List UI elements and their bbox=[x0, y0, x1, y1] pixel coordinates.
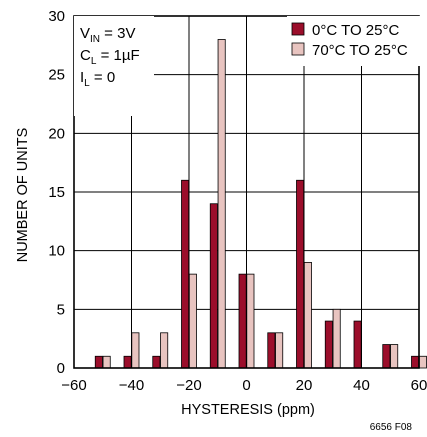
bar-series1-x0 bbox=[246, 273, 255, 369]
legend-swatch-70-to-25 bbox=[291, 42, 305, 56]
y-tick-label-3: 15 bbox=[48, 184, 65, 201]
bar-series0-x-10 bbox=[209, 203, 218, 369]
x-tick-label-5: 40 bbox=[353, 377, 370, 394]
y-tick-label-5: 25 bbox=[48, 67, 65, 84]
legend-box bbox=[287, 16, 423, 66]
bar-series0-x40 bbox=[353, 320, 362, 369]
condition-cl: CL = 1µF bbox=[80, 47, 140, 67]
conditions-box bbox=[74, 16, 154, 116]
bar-series1-x-50 bbox=[102, 355, 111, 369]
y-tick-labels: 0 5 10 15 20 25 30 bbox=[48, 8, 65, 377]
condition-vin: VIN = 3V bbox=[80, 25, 135, 45]
x-tick-label-3: 0 bbox=[242, 377, 250, 394]
y-tick-label-0: 0 bbox=[57, 360, 65, 377]
figure-id: 6656 F08 bbox=[370, 422, 413, 433]
x-tick-label-0: −60 bbox=[61, 377, 86, 394]
bar-series1-x30 bbox=[332, 308, 341, 369]
bar-series1-x20 bbox=[303, 261, 312, 369]
y-tick-label-1: 5 bbox=[57, 301, 65, 318]
bar-series0-x-50 bbox=[94, 355, 103, 369]
bar-series1-x-30 bbox=[160, 332, 169, 369]
y-tick-label-6: 30 bbox=[48, 8, 65, 25]
x-tick-label-4: 20 bbox=[296, 377, 313, 394]
legend-label-70-to-25: 70°C TO 25°C bbox=[312, 42, 408, 59]
bar-series1-x50 bbox=[390, 344, 399, 369]
x-axis-label: HYSTERESIS (ppm) bbox=[181, 402, 315, 418]
bar-series1-x10 bbox=[275, 332, 284, 369]
bar-series1-x-10 bbox=[217, 39, 226, 369]
bar-series1-x60 bbox=[418, 355, 427, 369]
legend-swatch-0-to-25 bbox=[291, 22, 305, 36]
x-tick-label-2: −20 bbox=[176, 377, 201, 394]
bar-series0-x-20 bbox=[181, 179, 190, 369]
condition-il: IL = 0 bbox=[80, 69, 115, 89]
y-tick-label-4: 20 bbox=[48, 125, 65, 142]
x-tick-label-6: 60 bbox=[411, 377, 427, 394]
bar-series0-x-40 bbox=[123, 355, 132, 369]
bar-series0-x60 bbox=[411, 355, 420, 369]
bar-series0-x0 bbox=[238, 273, 247, 369]
bar-series0-x10 bbox=[267, 332, 276, 369]
bar-series1-x-20 bbox=[188, 273, 197, 369]
bar-series0-x20 bbox=[296, 179, 305, 369]
plot-frame bbox=[73, 15, 420, 369]
y-axis-label: NUMBER OF UNITS bbox=[15, 128, 31, 263]
bar-series0-x-30 bbox=[152, 355, 161, 369]
x-tick-labels: −60 −40 −20 0 20 40 60 bbox=[61, 377, 427, 394]
bar-series0-x50 bbox=[382, 344, 391, 369]
bar-series1-x-40 bbox=[131, 332, 140, 369]
y-tick-label-2: 10 bbox=[48, 243, 65, 260]
x-tick-label-1: −40 bbox=[119, 377, 144, 394]
legend-label-0-to-25: 0°C TO 25°C bbox=[312, 22, 399, 39]
bar-series0-x30 bbox=[324, 320, 333, 369]
